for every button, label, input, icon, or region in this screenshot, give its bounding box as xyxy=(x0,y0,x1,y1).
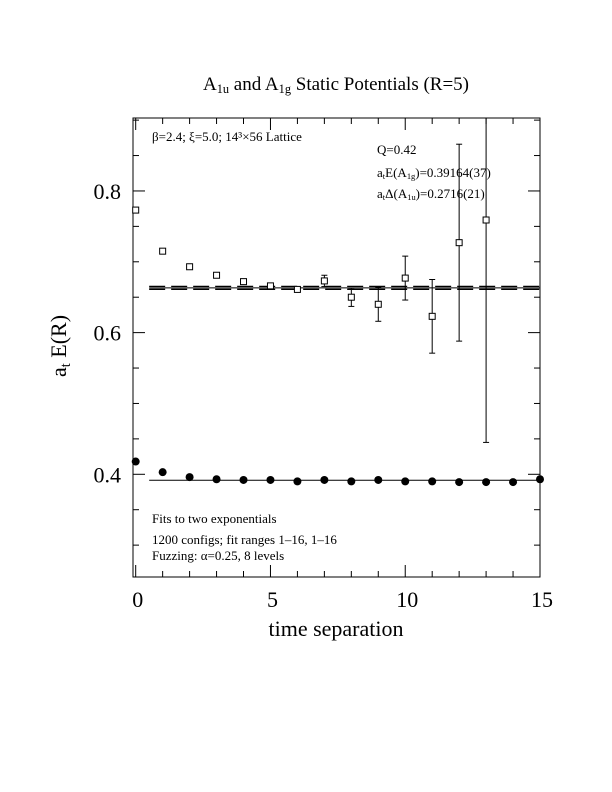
subscript: t xyxy=(58,363,74,367)
text-part: Fuzzing: α=0.25, 8 levels xyxy=(152,548,284,563)
text-part: Static Potentials (R=5) xyxy=(291,74,469,95)
point xyxy=(212,475,221,484)
text-part: a xyxy=(377,186,383,201)
y-tick-label: 0.4 xyxy=(94,462,122,487)
subscript: 1g xyxy=(407,171,416,181)
x-tick-label: 10 xyxy=(396,587,418,612)
point xyxy=(401,274,409,282)
point xyxy=(158,468,167,477)
point xyxy=(293,285,301,293)
point xyxy=(131,457,140,466)
y-tick-label: 0.6 xyxy=(94,321,122,346)
annotation: atE(A1g)=0.39164(37) xyxy=(377,165,491,181)
plot-frame xyxy=(132,117,541,578)
x-tick-label: 5 xyxy=(267,587,278,612)
text-part: β=2.4; ξ=5.0; 14³×56 Lattice xyxy=(152,129,302,144)
text-part: Q=0.42 xyxy=(377,142,416,157)
chart-title: A1u and A1g Static Potentials (R=5) xyxy=(203,74,469,96)
x-axis-label: time separation xyxy=(268,616,403,641)
annotation: Q=0.42 xyxy=(377,142,416,157)
subscript: 1u xyxy=(407,192,416,202)
x-tick-label: 0 xyxy=(132,587,143,612)
point xyxy=(186,263,194,271)
x-tick-label: 15 xyxy=(531,587,553,612)
point xyxy=(482,216,490,224)
text-part: Fits to two exponentials xyxy=(152,511,277,526)
text-part: Δ(A xyxy=(385,186,408,201)
point xyxy=(159,247,167,255)
subscript: 1g xyxy=(279,82,291,96)
point xyxy=(509,478,518,487)
point xyxy=(455,239,463,247)
text-part: E(R) xyxy=(46,315,71,363)
subscript: t xyxy=(383,171,386,181)
annotation: atΔ(A1u)=0.2716(21) xyxy=(377,186,485,202)
point xyxy=(374,475,383,484)
point xyxy=(401,477,410,486)
point xyxy=(347,477,356,486)
point xyxy=(132,206,140,214)
annotation: Fits to two exponentials xyxy=(152,511,277,526)
point xyxy=(293,477,302,486)
point xyxy=(320,475,329,484)
annotation: 1200 configs; fit ranges 1–16, 1–16 xyxy=(152,532,337,547)
text-part: and A xyxy=(229,74,279,95)
point xyxy=(266,475,275,484)
annotation: β=2.4; ξ=5.0; 14³×56 Lattice xyxy=(152,129,302,144)
point xyxy=(266,282,274,290)
point xyxy=(347,293,355,301)
text-part: E(A xyxy=(385,165,407,180)
point xyxy=(240,278,248,286)
y-axis-label: at E(R) xyxy=(46,315,74,377)
text-part: )=0.39164(37) xyxy=(415,165,491,180)
subscript: t xyxy=(383,192,386,202)
point xyxy=(455,478,464,487)
point xyxy=(320,277,328,285)
text-part: A xyxy=(203,74,217,95)
y-tick-label: 0.8 xyxy=(94,179,122,204)
point xyxy=(239,475,248,484)
text-part: )=0.2716(21) xyxy=(416,186,485,201)
text-part: 1200 configs; fit ranges 1–16, 1–16 xyxy=(152,532,337,547)
point xyxy=(428,477,437,486)
point xyxy=(428,312,436,320)
subscript: 1u xyxy=(217,82,229,96)
point xyxy=(482,478,491,487)
text-part: a xyxy=(377,165,383,180)
point xyxy=(536,475,544,484)
text-part: a xyxy=(46,367,71,377)
point xyxy=(185,473,194,482)
point xyxy=(213,271,221,279)
point xyxy=(374,300,382,308)
annotation: Fuzzing: α=0.25, 8 levels xyxy=(152,548,284,563)
